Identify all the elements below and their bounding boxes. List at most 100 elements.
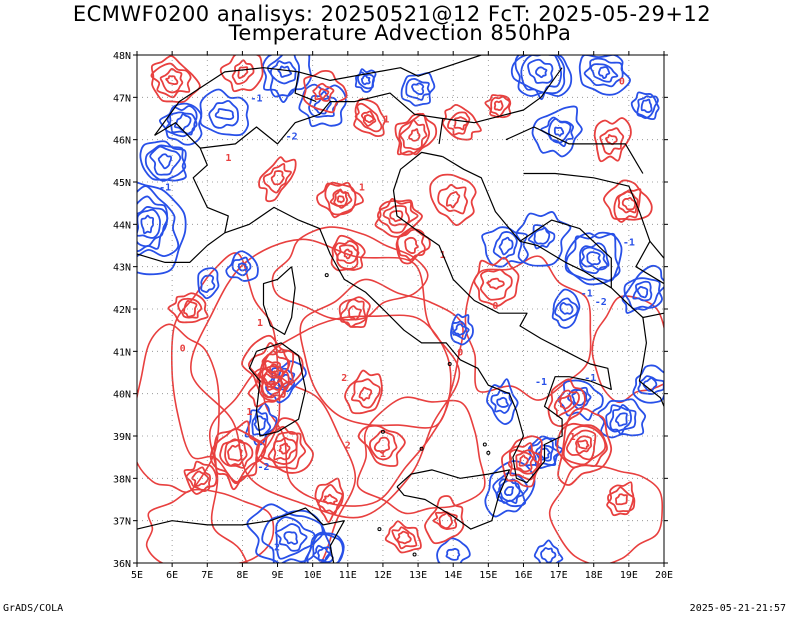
contour-value-text: -1 (584, 373, 596, 384)
contour-value-label: 0 (457, 348, 463, 359)
coastline (519, 219, 612, 288)
lat-label: 45N (113, 178, 131, 189)
warm-advection-contour (358, 386, 373, 402)
chart-subtitle: Temperature Advection 850hPa (228, 21, 572, 45)
warm-advection-contour (278, 442, 291, 455)
lon-label: 20E (655, 570, 673, 581)
lat-label: 47N (113, 93, 131, 104)
contour-value-text: 1 (225, 153, 231, 164)
lon-label: 6E (166, 570, 178, 581)
cold-advection-contour (533, 227, 551, 245)
warm-advection-contour (302, 70, 348, 114)
lat-label: 44N (113, 220, 131, 231)
contour-value-label: 2 (345, 441, 351, 452)
lon-label: 16E (514, 570, 532, 581)
cold-advection-contour (405, 78, 431, 101)
warm-advection-contour (369, 430, 398, 461)
cold-advection-contour (492, 231, 518, 260)
warm-advection-contour (356, 396, 486, 515)
island (380, 429, 385, 434)
island (377, 527, 382, 532)
warm-advection-contour (167, 292, 209, 324)
warm-advection-contour (348, 305, 362, 321)
island (324, 273, 329, 278)
contour-value-label: 1 (570, 432, 576, 443)
warm-advection-contour (500, 435, 543, 488)
warm-advection-contour (382, 205, 410, 227)
warm-advection-contour (565, 429, 597, 461)
contour-value-text: -2 (257, 462, 269, 473)
cold-advection-contour (354, 68, 377, 93)
warm-advection-contour (330, 234, 366, 272)
cold-advection-contour (637, 375, 664, 395)
warm-advection-contour (270, 170, 285, 186)
warm-advection-contour (602, 179, 653, 221)
cold-advection-contour (445, 547, 461, 561)
contour-value-label: -2 (286, 132, 298, 143)
coastline (505, 126, 644, 174)
chart-title: ECMWF0200 analisys: 20250521@12 FcT: 202… (72, 2, 712, 26)
contour-value-text: -2 (268, 542, 280, 553)
contour-value-label: -1 (535, 377, 547, 388)
cold-advection-contour (144, 144, 187, 182)
warm-advection-contour (267, 431, 299, 465)
cold-advection-contour (451, 320, 470, 340)
warm-advection-contour (150, 55, 201, 104)
contour-value-text: 0 (492, 301, 498, 312)
contour-value-label: -2 (595, 297, 607, 308)
warm-advection-contour (258, 156, 297, 203)
cold-advection-contour (137, 179, 187, 276)
lon-label: 17E (550, 570, 568, 581)
cold-advection-contour (277, 65, 293, 78)
contour-value-text: 1 (383, 115, 389, 126)
cold-advection-contour (571, 389, 588, 407)
warm-advection-contour (396, 530, 412, 545)
cold-advection-contour (253, 415, 267, 432)
warm-advection-contour (261, 314, 452, 507)
warm-advection-contour (150, 62, 192, 99)
cold-advection-contour (559, 301, 574, 315)
contour-value-text: 2 (341, 373, 347, 384)
warm-advection-contour (441, 103, 482, 141)
contour-value-label: 0 (180, 343, 186, 354)
warm-advection-contour (262, 163, 292, 194)
cold-advection-contour (137, 195, 169, 252)
warm-advection-contour (398, 112, 431, 156)
warm-advection-contour (508, 442, 541, 481)
warm-advection-contour (453, 116, 469, 131)
contour-value-text: 2 (271, 381, 277, 392)
lat-label: 38N (113, 474, 131, 485)
warm-advection-contour (354, 102, 383, 133)
contour-value-text: -1 (623, 238, 635, 249)
cold-advection-contour (632, 280, 653, 302)
coastline (442, 156, 664, 407)
contour-value-label: 2 (271, 381, 277, 392)
cold-advection-contour (231, 256, 252, 277)
warm-advection-contour (213, 420, 261, 491)
warm-advection-contour (617, 190, 639, 214)
contour-value-text: 0 (180, 343, 186, 354)
cold-advection-contour (551, 288, 581, 329)
coastline (137, 232, 226, 263)
coastline (200, 92, 444, 149)
warm-advection-contour (219, 55, 264, 93)
cold-advection-contour (303, 531, 345, 563)
lon-label: 8E (236, 570, 248, 581)
warm-advection-contour (271, 226, 429, 321)
lon-label: 18E (585, 570, 603, 581)
cold-advection-contour (533, 539, 564, 563)
cold-advection-contour (531, 105, 583, 158)
warm-advection-contour (191, 470, 210, 487)
warm-advection-contour (438, 512, 454, 529)
cold-advection-contour (139, 140, 187, 182)
footer-timestamp: 2025-05-21-21:57 (689, 603, 786, 614)
warm-advection-contour (384, 520, 422, 554)
lon-label: 9E (272, 570, 284, 581)
contour-value-label: 0 (619, 77, 625, 88)
cold-advection-contour (283, 531, 299, 545)
cold-advection-contour (140, 214, 155, 235)
cold-advection-contour (630, 91, 660, 121)
warm-advection-contour (373, 436, 391, 454)
warm-advection-contour (170, 252, 281, 483)
warm-advection-contour (350, 378, 381, 409)
